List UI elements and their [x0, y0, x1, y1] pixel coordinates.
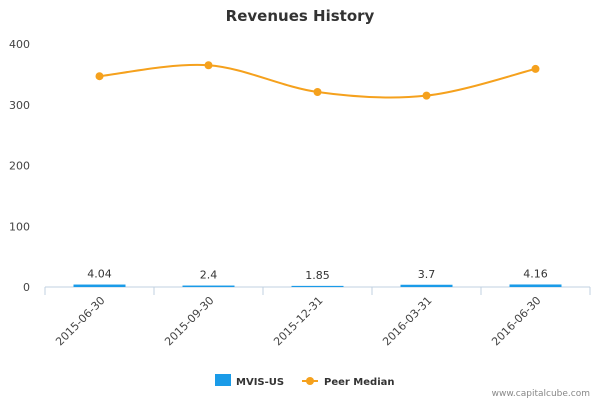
bar — [73, 284, 126, 287]
bar-data-label: 3.7 — [418, 268, 436, 281]
peer-median-point — [531, 64, 540, 73]
line-series-peer-median — [95, 61, 540, 100]
legend-swatch-peer-median-marker — [306, 377, 314, 385]
credit-text: www.capitalcube.com — [492, 389, 590, 399]
x-tick-label: 2015-09-30 — [162, 294, 216, 348]
y-tick-label: 300 — [9, 99, 30, 112]
legend-label-mvis: MVIS-US — [236, 377, 284, 388]
x-tick-label: 2015-12-31 — [271, 294, 325, 348]
bar — [400, 284, 453, 287]
legend-label-peer-median: Peer Median — [324, 377, 395, 388]
x-tick-label: 2016-06-30 — [489, 294, 543, 348]
bar-series-mvis — [73, 284, 562, 287]
chart-title: Revenues History — [226, 7, 375, 25]
peer-median-point — [313, 87, 322, 96]
bar-data-label: 4.04 — [87, 268, 112, 281]
x-tick-label: 2015-06-30 — [53, 294, 107, 348]
bar-data-label: 4.16 — [523, 267, 548, 280]
peer-median-point — [95, 72, 104, 81]
bar — [291, 285, 344, 287]
bar-data-labels: 4.04 2.4 1.85 3.7 4.16 — [87, 267, 548, 281]
bar-data-label: 1.85 — [305, 269, 330, 282]
y-tick-label: 0 — [23, 281, 30, 294]
x-tick-label: 2016-03-31 — [380, 294, 434, 348]
legend-swatch-mvis — [215, 374, 231, 386]
y-tick-label: 200 — [9, 160, 30, 173]
y-tick-label: 400 — [9, 38, 30, 51]
y-tick-label: 100 — [9, 220, 30, 233]
legend: MVIS-US Peer Median — [215, 374, 395, 388]
peer-median-point — [422, 91, 431, 100]
bar-data-label: 2.4 — [200, 269, 218, 282]
bar — [182, 285, 235, 287]
peer-median-point — [204, 61, 213, 70]
bar — [509, 284, 562, 287]
y-axis: 0 100 200 300 400 — [9, 38, 30, 294]
x-axis: 2015-06-30 2015-09-30 2015-12-31 2016-03-31… — [44, 287, 591, 348]
